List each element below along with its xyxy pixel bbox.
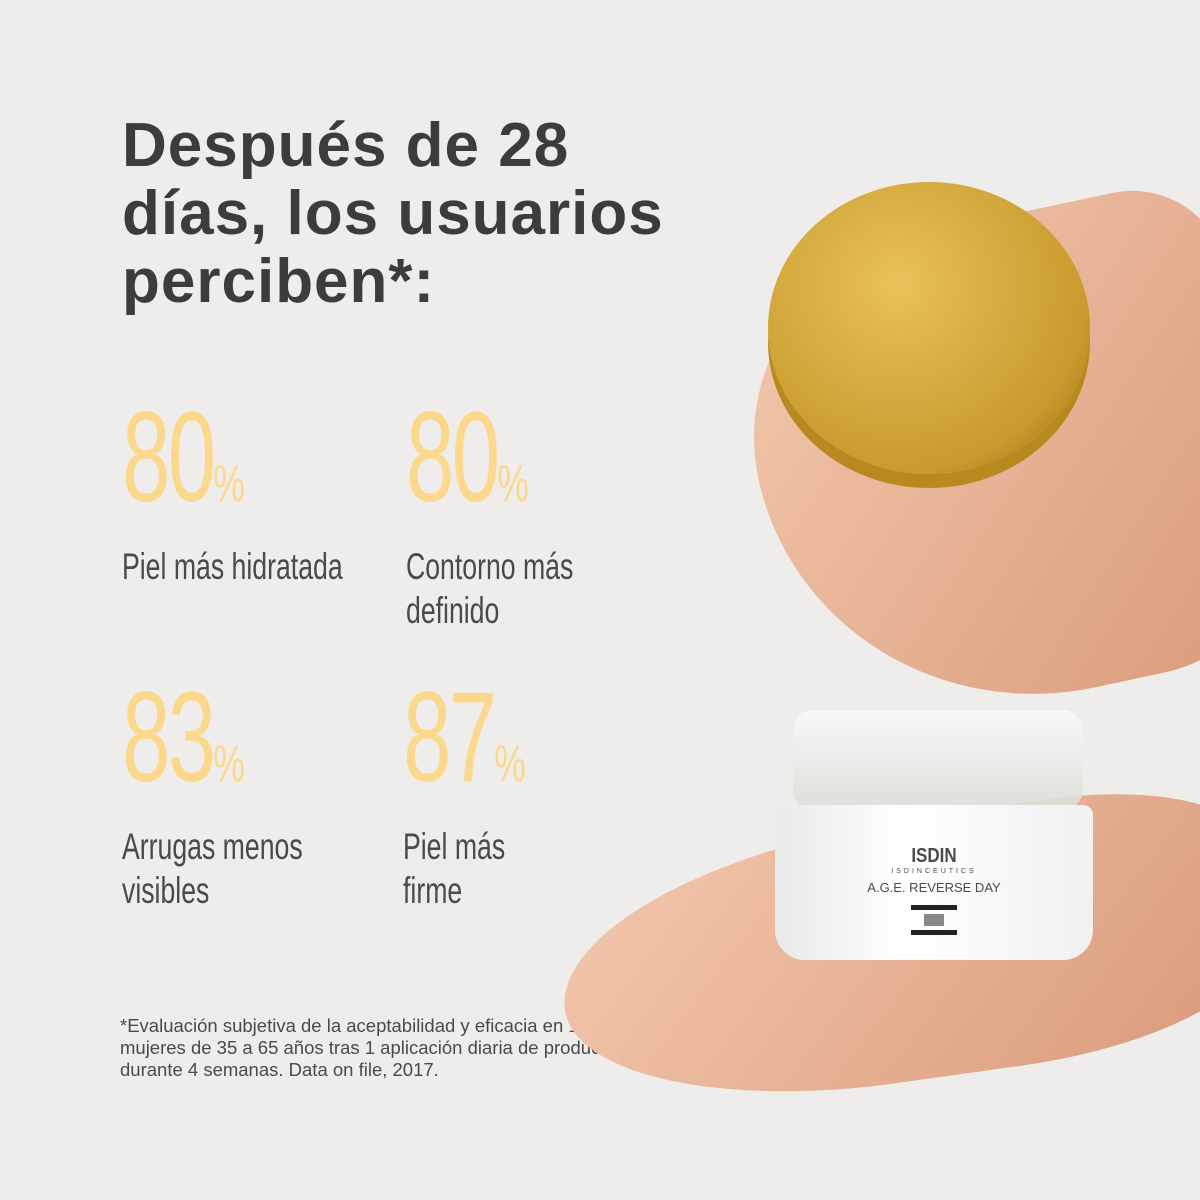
stat-wrinkles: 83% Arrugas menos visibles xyxy=(122,666,373,912)
stat-value: 83% xyxy=(122,666,245,809)
headline-line: Después de 28 xyxy=(122,111,570,180)
stat-value: 87% xyxy=(403,666,526,809)
headline-line: días, los usuarios xyxy=(122,179,664,248)
stat-label: Piel más xyxy=(403,826,506,867)
headline-line: perciben*: xyxy=(122,247,436,316)
stat-value: 80% xyxy=(406,386,529,529)
footnote: *Evaluación subjetiva de la aceptabilida… xyxy=(120,1015,616,1080)
stat-label: Contorno más xyxy=(406,546,574,587)
stat-hydration: 80% Piel más hidratada xyxy=(122,386,428,588)
stat-label: visibles xyxy=(122,870,210,911)
stat-value: 80% xyxy=(122,386,245,529)
cream-jar-image: ISDIN ISDINCEUTICS A.G.E. REVERSE DAY xyxy=(775,710,1093,960)
stat-contour: 80% Contorno más definido xyxy=(406,386,638,632)
stat-firmness: 87% Piel más firme xyxy=(403,666,584,912)
sub-brand: ISDINCEUTICS xyxy=(891,868,977,875)
product-mark-icon xyxy=(911,905,957,935)
stat-label: Piel más hidratada xyxy=(122,546,343,587)
stat-label: definido xyxy=(406,590,500,631)
headline: Después de 28 días, los usuarios percibe… xyxy=(122,112,664,316)
stat-label: firme xyxy=(403,870,463,911)
gold-lid-image xyxy=(768,182,1090,474)
stat-label: Arrugas menos xyxy=(122,826,303,867)
product-name: A.G.E. REVERSE DAY xyxy=(867,880,1001,895)
brand-logo: ISDIN xyxy=(911,845,957,867)
